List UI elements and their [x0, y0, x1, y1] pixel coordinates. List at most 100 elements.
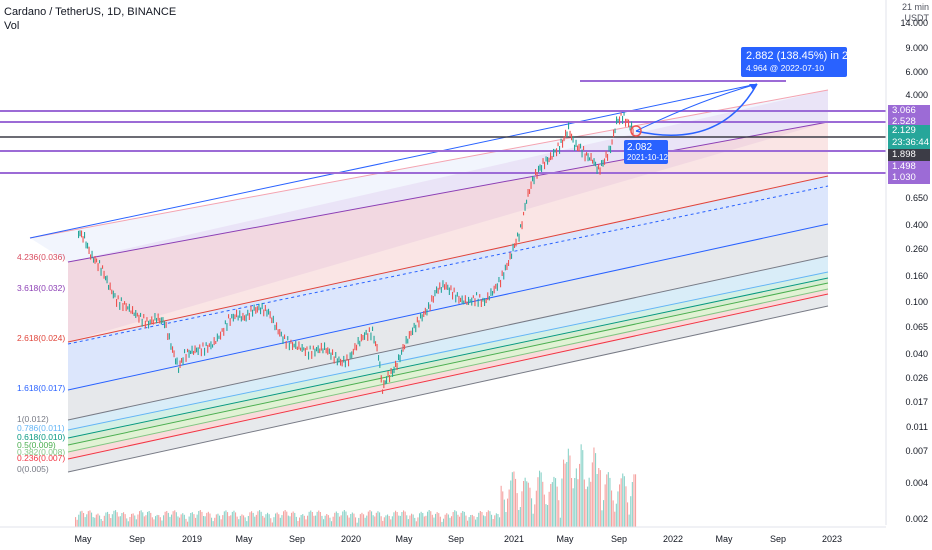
x-axis-tick-label: May	[395, 534, 413, 544]
candle	[404, 344, 406, 350]
candle	[632, 128, 634, 134]
volume-bar	[555, 478, 557, 527]
symbol-title[interactable]: Cardano / TetherUS, 1D, BINANCE	[4, 6, 177, 18]
volume-bar	[305, 519, 307, 527]
volume-bar	[403, 510, 405, 527]
volume-bar	[267, 512, 269, 527]
candle	[269, 311, 271, 319]
candle	[631, 121, 633, 129]
candle	[117, 295, 119, 300]
volume-bar	[411, 513, 413, 527]
candle	[151, 316, 153, 324]
candle	[280, 331, 282, 337]
volume-bar	[356, 522, 358, 527]
volume-bar	[422, 513, 424, 527]
volume-bar	[463, 511, 465, 527]
volume-bar	[479, 511, 481, 527]
volume-bar	[257, 511, 259, 527]
volume-bar	[470, 515, 472, 527]
price-tag: 1.898	[888, 149, 930, 161]
candle	[99, 260, 101, 264]
fib-line-0382	[67, 288, 829, 453]
candle	[188, 349, 190, 358]
candle	[512, 243, 514, 252]
candle	[448, 287, 450, 295]
candle	[184, 349, 186, 354]
y-axis-tick-label: 6.000	[905, 67, 928, 77]
volume-bar	[579, 463, 581, 527]
volume-bar	[124, 514, 126, 527]
volume-bar	[345, 511, 347, 527]
start-marker-date: 2021-10-12	[627, 153, 668, 162]
volume-bar	[467, 520, 469, 527]
volume-bar	[575, 468, 577, 527]
candle	[599, 167, 601, 175]
candle	[398, 354, 400, 361]
fib-band-2618	[68, 176, 828, 390]
volume-bar	[494, 515, 496, 527]
candle	[488, 296, 490, 301]
volume-bar	[620, 478, 622, 527]
candle	[372, 326, 374, 331]
candle	[455, 294, 457, 303]
candle	[482, 297, 484, 302]
candle	[495, 283, 497, 289]
candle	[287, 336, 289, 341]
candle	[550, 152, 552, 161]
volume-bar	[201, 511, 203, 527]
volume-bar	[451, 516, 453, 527]
candle	[562, 140, 564, 148]
volume-bar	[398, 515, 400, 527]
volume-bar	[505, 512, 507, 527]
volume-bar	[217, 513, 219, 527]
volume-bar	[452, 512, 454, 527]
volume-bar	[97, 513, 99, 527]
volume-bar	[495, 513, 497, 527]
candle	[112, 290, 114, 299]
candle	[215, 341, 217, 344]
candle	[434, 290, 436, 297]
candle	[252, 309, 254, 317]
candle	[407, 338, 409, 344]
candle	[200, 348, 202, 357]
candle	[191, 345, 193, 354]
volume-bar	[311, 512, 313, 527]
volume-bar	[316, 511, 318, 527]
volume-bar	[524, 477, 526, 527]
volume-bar	[481, 512, 483, 527]
candle	[312, 345, 314, 350]
candle	[405, 336, 407, 344]
candle	[106, 275, 108, 284]
candle	[124, 301, 126, 305]
volume-bar	[215, 514, 217, 527]
volume-bar	[511, 472, 513, 527]
volume-indicator-label[interactable]: Vol	[4, 20, 20, 32]
y-axis-tick-label: 0.260	[905, 244, 928, 254]
candle	[566, 131, 568, 138]
volume-bar	[159, 517, 161, 527]
candle	[384, 380, 386, 385]
candle	[258, 303, 260, 311]
candle	[523, 211, 525, 216]
candle	[501, 270, 503, 276]
volume-bar	[116, 512, 118, 527]
volume-bar	[268, 514, 270, 527]
candle	[338, 356, 340, 363]
candle	[288, 342, 290, 351]
candle	[622, 115, 624, 124]
candle	[625, 118, 627, 127]
candle	[207, 344, 209, 353]
candle	[383, 380, 385, 389]
fib-band-0382	[68, 289, 828, 459]
candle	[370, 332, 372, 341]
volume-bar	[377, 511, 379, 527]
candle	[266, 309, 268, 317]
candle	[301, 344, 303, 352]
fib-line-3618	[67, 175, 829, 343]
volume-bar	[569, 455, 571, 527]
candle	[237, 315, 239, 321]
volume-bar	[289, 516, 291, 527]
volume-bar	[283, 511, 285, 527]
